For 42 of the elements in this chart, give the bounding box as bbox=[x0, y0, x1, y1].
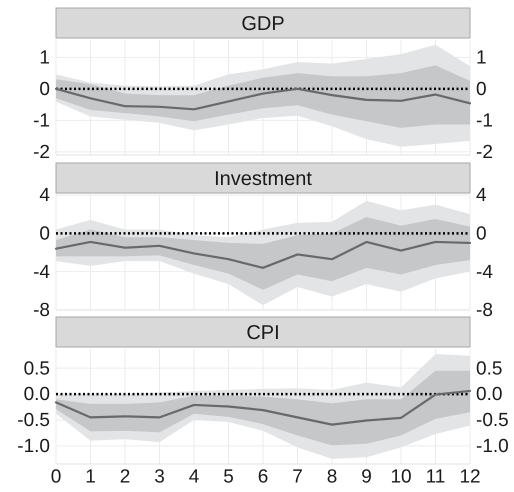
y2-tick-label: -2 bbox=[476, 142, 493, 163]
chart-title: Investment bbox=[214, 168, 312, 190]
y2-tick-label: -4 bbox=[476, 262, 494, 283]
x-tick-label: 12 bbox=[459, 466, 481, 488]
y2-tick-label: 1 bbox=[476, 47, 487, 68]
y2-tick-label: 0.5 bbox=[476, 358, 502, 380]
y2-tick-label: 0.0 bbox=[476, 384, 502, 406]
y-tick-label: 4 bbox=[39, 185, 50, 206]
line-series bbox=[54, 88, 472, 110]
x-tick-label: 4 bbox=[188, 466, 200, 488]
x-tick-label: 6 bbox=[258, 466, 268, 488]
y-tick-label: -1.0 bbox=[17, 436, 50, 457]
y-tick-label: 0 bbox=[39, 223, 50, 244]
x-tick-label: 10 bbox=[390, 466, 412, 488]
chart-title: CPI bbox=[246, 322, 280, 344]
y-tick-label: 0 bbox=[39, 78, 50, 100]
y2-tick-label: 4 bbox=[476, 185, 487, 206]
x-tick-label: 2 bbox=[120, 466, 130, 488]
x-tick-label: 8 bbox=[326, 466, 338, 488]
y2-tick-label: 0 bbox=[476, 223, 487, 244]
x-tick-label: 11 bbox=[426, 466, 446, 488]
x-tick-label: 3 bbox=[154, 466, 165, 488]
y2-tick-label: 0 bbox=[476, 78, 487, 100]
x-tick-label: 9 bbox=[361, 466, 372, 488]
line-series bbox=[54, 390, 472, 426]
y2-tick-label: -1.0 bbox=[476, 436, 509, 457]
y-tick-label: -8 bbox=[33, 300, 50, 322]
y-tick-label: 0.5 bbox=[24, 358, 50, 380]
y-tick-label: -1 bbox=[33, 110, 50, 132]
y-tick-label: 0.0 bbox=[24, 384, 50, 406]
y2-tick-label: -8 bbox=[476, 300, 493, 322]
x-tick-label: 1 bbox=[85, 466, 96, 488]
y2-tick-label: -0.5 bbox=[476, 410, 509, 432]
chart-title: GDP bbox=[241, 13, 285, 35]
line-series bbox=[54, 240, 472, 269]
y-tick-label: -0.5 bbox=[17, 410, 50, 432]
y-tick-label: 1 bbox=[39, 47, 50, 68]
y-tick-label: -2 bbox=[33, 142, 50, 163]
x-tick-label: 5 bbox=[223, 466, 234, 488]
x-tick-label: 7 bbox=[292, 466, 303, 488]
y2-tick-label: -1 bbox=[476, 110, 493, 132]
y-tick-label: -4 bbox=[33, 262, 50, 283]
